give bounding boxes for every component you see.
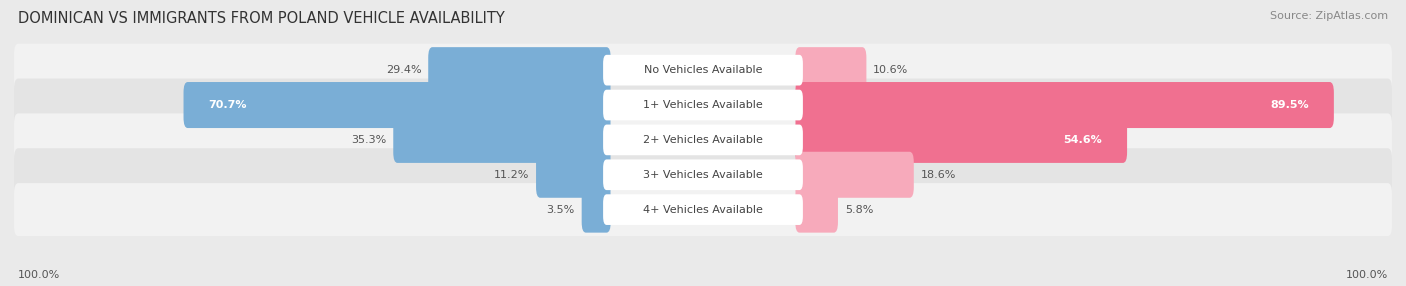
Text: 35.3%: 35.3% — [352, 135, 387, 145]
Text: 100.0%: 100.0% — [1346, 270, 1388, 280]
Text: 54.6%: 54.6% — [1063, 135, 1102, 145]
FancyBboxPatch shape — [796, 186, 838, 233]
FancyBboxPatch shape — [184, 82, 610, 128]
FancyBboxPatch shape — [582, 186, 610, 233]
Text: 1+ Vehicles Available: 1+ Vehicles Available — [643, 100, 763, 110]
FancyBboxPatch shape — [796, 152, 914, 198]
Text: 3+ Vehicles Available: 3+ Vehicles Available — [643, 170, 763, 180]
FancyBboxPatch shape — [603, 90, 803, 120]
Text: 2+ Vehicles Available: 2+ Vehicles Available — [643, 135, 763, 145]
Text: 5.8%: 5.8% — [845, 204, 873, 214]
Text: Source: ZipAtlas.com: Source: ZipAtlas.com — [1270, 11, 1388, 21]
FancyBboxPatch shape — [14, 183, 1392, 236]
FancyBboxPatch shape — [603, 55, 803, 86]
Text: 89.5%: 89.5% — [1271, 100, 1309, 110]
Text: No Vehicles Available: No Vehicles Available — [644, 65, 762, 75]
Text: 70.7%: 70.7% — [208, 100, 247, 110]
FancyBboxPatch shape — [429, 47, 610, 93]
FancyBboxPatch shape — [14, 148, 1392, 201]
FancyBboxPatch shape — [603, 125, 803, 155]
Text: 4+ Vehicles Available: 4+ Vehicles Available — [643, 204, 763, 214]
FancyBboxPatch shape — [14, 44, 1392, 97]
Text: 10.6%: 10.6% — [873, 65, 908, 75]
FancyBboxPatch shape — [394, 117, 610, 163]
FancyBboxPatch shape — [796, 117, 1128, 163]
FancyBboxPatch shape — [603, 194, 803, 225]
FancyBboxPatch shape — [14, 113, 1392, 166]
FancyBboxPatch shape — [796, 82, 1334, 128]
Text: 29.4%: 29.4% — [385, 65, 422, 75]
FancyBboxPatch shape — [14, 79, 1392, 132]
FancyBboxPatch shape — [536, 152, 610, 198]
FancyBboxPatch shape — [796, 47, 866, 93]
Text: 18.6%: 18.6% — [921, 170, 956, 180]
Text: 100.0%: 100.0% — [18, 270, 60, 280]
FancyBboxPatch shape — [603, 159, 803, 190]
Text: DOMINICAN VS IMMIGRANTS FROM POLAND VEHICLE AVAILABILITY: DOMINICAN VS IMMIGRANTS FROM POLAND VEHI… — [18, 11, 505, 26]
Text: 11.2%: 11.2% — [494, 170, 529, 180]
Text: 3.5%: 3.5% — [547, 204, 575, 214]
